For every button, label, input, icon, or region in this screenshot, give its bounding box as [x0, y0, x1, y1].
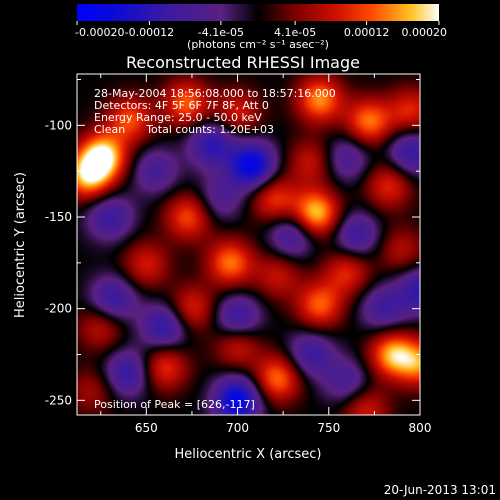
heatmap-image: [77, 74, 420, 415]
colorbar-tick-label: 4.1e-05: [274, 26, 316, 39]
axis-ticks: 650 700 750 800 -100 -150 -200 -250: [45, 74, 432, 435]
colorbar-tick-label: -0.00012: [125, 26, 174, 39]
colorbar-tick-label: 0.00012: [344, 26, 390, 39]
colorbar-gradient: [77, 4, 439, 21]
x-tick-label: 700: [226, 421, 249, 435]
x-axis-label: Heliocentric X (arcsec): [175, 447, 322, 462]
info-energy-range: Energy Range: 25.0 - 50.0 keV: [94, 111, 262, 124]
peak-position-label: Position of Peak = [626,-117]: [94, 398, 255, 411]
y-tick-label: -200: [45, 302, 72, 316]
colorbar: -0.00020 -0.00012 -4.1e-05 4.1e-05 0.00012 0.…: [75, 4, 447, 51]
colorbar-units-label: (photons cm⁻² s⁻¹ asec⁻²): [187, 38, 329, 51]
x-tick-label: 650: [135, 421, 158, 435]
footer-timestamp: 20-Jun-2013 13:01: [384, 483, 496, 497]
chart-title: Reconstructed RHESSI Image: [126, 53, 360, 72]
colorbar-ticks: -0.00020 -0.00012 -4.1e-05 4.1e-05 0.00012 0.…: [75, 21, 447, 39]
colorbar-tick-label: -0.00020: [75, 26, 124, 39]
info-time-range: 28-May-2004 18:56:08.000 to 18:57:16.000: [94, 87, 336, 100]
x-tick-label: 800: [409, 421, 432, 435]
y-tick-label: -100: [45, 118, 72, 132]
plot-area: 650 700 750 800 -100 -150 -200 -250: [45, 73, 432, 435]
colorbar-tick-label: -4.1e-05: [198, 26, 244, 39]
info-block: 28-May-2004 18:56:08.000 to 18:57:16.000…: [94, 87, 336, 136]
plot-frame: [76, 73, 421, 416]
x-tick-label: 750: [317, 421, 340, 435]
info-clean-counts: Clean Total counts: 1.20E+03: [94, 123, 274, 136]
y-tick-label: -250: [45, 393, 72, 407]
y-tick-label: -150: [45, 210, 72, 224]
colorbar-tick-label: 0.00020: [402, 26, 448, 39]
info-detectors: Detectors: 4F 5F 6F 7F 8F, Att 0: [94, 99, 269, 112]
y-axis-label: Heliocentric Y (arcsec): [13, 172, 28, 318]
